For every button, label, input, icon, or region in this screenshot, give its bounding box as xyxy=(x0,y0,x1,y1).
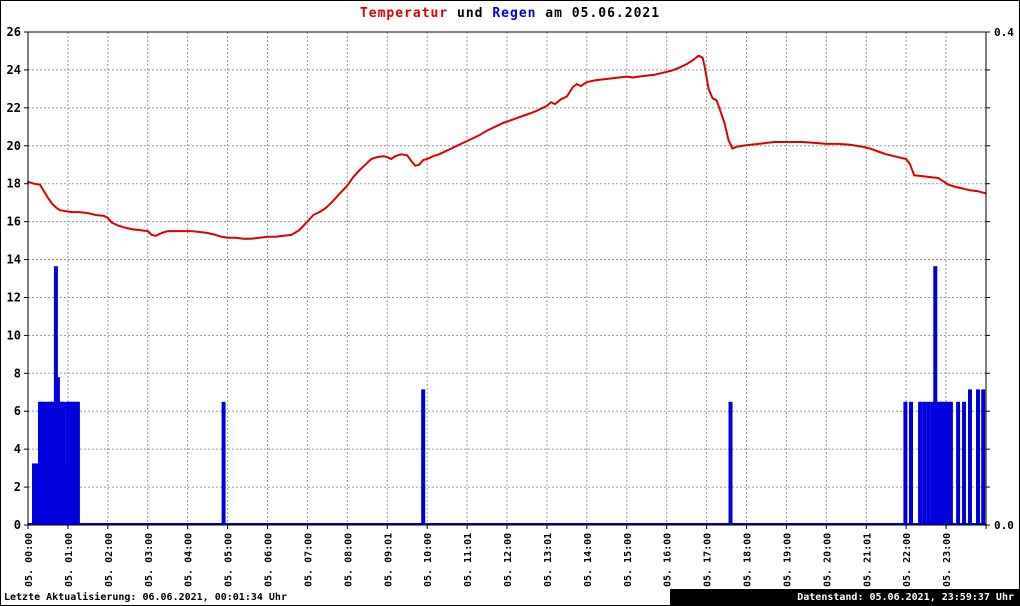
title-und: und xyxy=(448,6,493,21)
rain-bar xyxy=(903,401,908,526)
y-left-tick-label: 18 xyxy=(7,177,21,191)
rain-bar xyxy=(968,389,972,525)
x-tick-label: 05. 22:00 xyxy=(902,533,913,587)
x-tick-label: 05. 06:00 xyxy=(264,533,275,587)
y-right-tick-label: 0.4 xyxy=(994,26,1014,39)
x-tick-label: 05. 18:00 xyxy=(743,533,754,587)
y-left-tick-label: 16 xyxy=(7,215,21,229)
y-left-tick-label: 26 xyxy=(7,25,21,39)
chart-title: Temperatur und Regen am 05.06.2021 xyxy=(1,6,1019,21)
x-tick-label: 05. 21:01 xyxy=(862,533,873,587)
y-left-tick-label: 8 xyxy=(14,366,21,380)
title-regen: Regen xyxy=(492,6,537,21)
title-temperatur: Temperatur xyxy=(359,6,449,21)
rain-bar xyxy=(918,401,923,526)
x-tick-label: 05. 04:00 xyxy=(184,533,195,587)
rain-bar xyxy=(946,401,951,526)
rain-bar xyxy=(930,401,935,526)
rain-bar xyxy=(728,401,733,526)
rain-bar xyxy=(221,401,226,526)
y-left-tick-label: 12 xyxy=(7,290,21,304)
y-left-tick-label: 14 xyxy=(7,253,21,267)
x-tick-label: 05. 01:00 xyxy=(64,533,75,587)
x-tick-label: 05. 08:00 xyxy=(343,533,354,587)
x-tick-label: 05. 17:00 xyxy=(703,533,714,587)
y-left-tick-label: 10 xyxy=(7,328,21,342)
x-tick-label: 05. 11:01 xyxy=(463,533,474,587)
x-tick-label: 05. 15:00 xyxy=(623,533,634,587)
rain-bar xyxy=(981,389,986,525)
y-left-tick-label: 6 xyxy=(14,404,21,418)
data-timestamp-text: Datenstand: 05.06.2021, 23:59:37 Uhr xyxy=(670,589,1019,605)
x-tick-label: 05. 23:00 xyxy=(942,533,953,587)
rain-bar xyxy=(939,401,944,526)
x-tick-label: 05. 20:00 xyxy=(822,533,833,587)
x-tick-label: 05. 02:00 xyxy=(104,533,115,587)
rain-bar xyxy=(933,266,938,525)
y-left-tick-label: 2 xyxy=(14,480,21,494)
y-left-tick-label: 24 xyxy=(7,63,21,77)
rain-bar xyxy=(962,401,966,526)
x-tick-label: 05. 19:00 xyxy=(782,533,793,587)
rain-bar xyxy=(976,389,980,525)
x-tick-label: 05. 12:00 xyxy=(503,533,514,587)
y-left-tick-label: 20 xyxy=(7,139,21,153)
rain-bar xyxy=(926,401,931,526)
y-left-tick-label: 4 xyxy=(14,442,21,456)
x-tick-label: 05. 03:00 xyxy=(144,533,155,587)
x-tick-label: 05. 14:00 xyxy=(583,533,594,587)
x-tick-label: 05. 05:00 xyxy=(224,533,235,587)
y-left-tick-label: 0 xyxy=(14,518,21,532)
rain-bar xyxy=(421,389,426,525)
rain-bar xyxy=(909,401,913,526)
x-tick-label: 05. 07:00 xyxy=(303,533,314,587)
rain-bar xyxy=(922,401,927,526)
x-tick-label: 05. 09:01 xyxy=(383,533,394,587)
temperature-line xyxy=(27,54,987,240)
title-date: am 05.06.2021 xyxy=(536,6,661,21)
x-tick-label: 05. 10:00 xyxy=(423,533,434,587)
x-tick-label: 05. 13:01 xyxy=(543,533,554,587)
rain-bar xyxy=(936,401,941,526)
rain-bar xyxy=(942,401,947,526)
footer-bar: Letzte Aktualisierung: 06.06.2021, 00:01… xyxy=(1,589,1019,605)
rain-bar xyxy=(75,401,80,526)
rain-bar xyxy=(948,401,953,526)
y-right-tick-label: 0.0 xyxy=(994,519,1014,532)
plot-border xyxy=(27,31,987,526)
y-left-tick-label: 22 xyxy=(7,101,21,115)
x-tick-label: 05. 00:00 xyxy=(24,533,35,587)
rain-bar xyxy=(956,401,961,526)
last-update-text: Letzte Aktualisierung: 06.06.2021, 00:01… xyxy=(4,592,287,603)
rain-bar xyxy=(32,463,36,525)
x-tick-label: 05. 16:00 xyxy=(663,533,674,587)
